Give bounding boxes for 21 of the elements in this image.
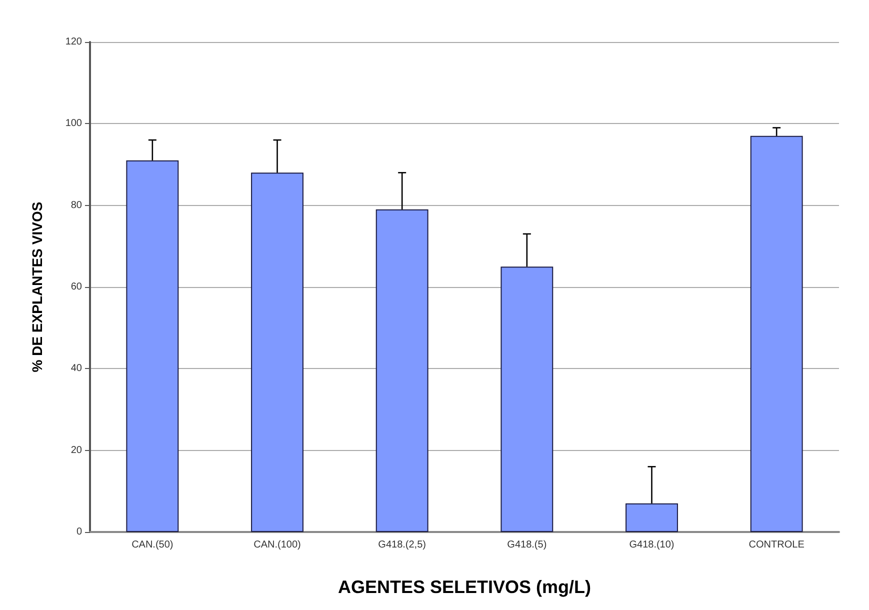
x-tick-label: CAN.(50) [132, 540, 174, 550]
x-axis-title: AGENTES SELETIVOS (mg/L) [338, 577, 592, 597]
x-tick-label: G418.(2,5) [378, 540, 426, 550]
y-tick-label: 60 [70, 282, 82, 292]
y-tick-label: 40 [70, 363, 82, 374]
bar [500, 266, 554, 532]
y-tick-label: 80 [70, 200, 82, 211]
y-tick-label: 120 [65, 36, 82, 48]
x-tick-label: CAN.(100) [254, 540, 301, 550]
y-tick-label: 100 [65, 118, 82, 130]
bar [626, 503, 678, 532]
x-tick-label: CONTROLE [748, 540, 805, 550]
y-axis-title: % DE EXPLANTES VIVOS [29, 202, 45, 372]
bar [251, 172, 304, 532]
x-tick-label: G418.(10) [629, 540, 674, 550]
bar [126, 160, 179, 532]
y-tick-label: 20 [70, 444, 82, 456]
x-tick-label: G418.(5) [507, 540, 547, 550]
bar [376, 209, 428, 532]
y-tick-label: 0 [76, 526, 82, 538]
bar [750, 136, 803, 532]
